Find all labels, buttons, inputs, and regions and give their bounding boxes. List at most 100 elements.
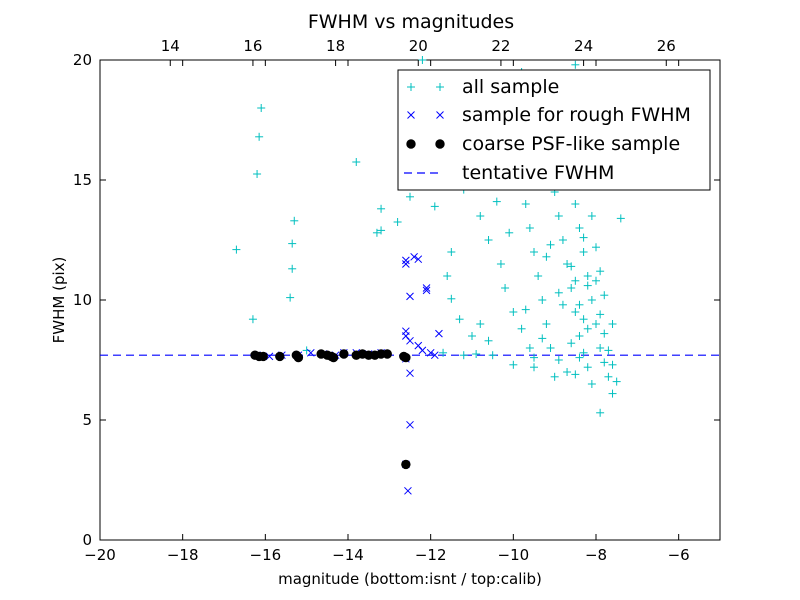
point-0-106 — [567, 339, 576, 348]
point-0-94 — [612, 377, 621, 386]
point-1-15 — [414, 255, 423, 264]
point-0-37 — [517, 324, 526, 333]
point-1-25 — [430, 351, 439, 360]
point-0-77 — [600, 358, 609, 367]
point-0-99 — [550, 372, 559, 381]
point-0-111 — [492, 197, 501, 206]
point-2-2 — [258, 351, 268, 362]
point-2-18 — [401, 352, 411, 363]
legend-label-0: all sample — [462, 76, 559, 98]
point-0-73 — [583, 272, 592, 280]
x-tick-label: −20 — [84, 546, 116, 564]
point-0-80 — [571, 60, 580, 69]
point-0-1 — [255, 132, 264, 141]
point-0-98 — [563, 368, 572, 376]
point-0-44 — [525, 224, 534, 232]
point-1-27 — [406, 369, 414, 378]
point-1-16 — [422, 284, 431, 292]
point-0-47 — [538, 296, 547, 304]
point-0-88 — [596, 267, 605, 276]
point-0-71 — [575, 224, 584, 232]
axis-ticks: −20 −18 −16 −14 −12 −10 −8 −6 0 5 10 15 20 14 16 18 20 22… — [73, 37, 720, 564]
series-2 — [250, 349, 411, 470]
point-0-4 — [248, 315, 257, 324]
point-0-89 — [600, 291, 609, 300]
point-0-7 — [288, 264, 297, 273]
point-0-87 — [592, 243, 600, 252]
point-0-110 — [505, 228, 514, 237]
point-0-117 — [567, 262, 576, 271]
point-0-19 — [447, 248, 456, 256]
point-1-13 — [406, 292, 414, 301]
x-tick-label: −18 — [167, 546, 199, 564]
top-x-tick-label: 22 — [491, 37, 510, 55]
point-0-109 — [521, 305, 530, 314]
point-0-11 — [372, 228, 381, 237]
point-1-28 — [406, 420, 414, 429]
legend-box — [397, 69, 711, 191]
point-0-102 — [558, 300, 567, 309]
legend-label-1: sample for rough FWHM — [462, 104, 691, 126]
point-0-103 — [542, 252, 551, 261]
point-0-72 — [579, 248, 588, 256]
x-tick-label: −12 — [415, 546, 447, 564]
point-0-36 — [509, 308, 518, 316]
chart-title: FWHM vs magnitudes — [308, 11, 514, 33]
point-0-6 — [288, 239, 297, 248]
y-axis-label: FWHM (pix) — [50, 257, 68, 344]
top-x-tick-label: 14 — [161, 37, 180, 55]
legend-marker-1 — [407, 111, 444, 119]
point-2-9 — [328, 352, 339, 363]
point-0-29 — [488, 351, 497, 360]
point-0-57 — [558, 236, 567, 244]
point-0-62 — [579, 348, 588, 357]
point-0-3 — [232, 245, 241, 254]
point-0-97 — [608, 320, 617, 328]
point-0-61 — [575, 332, 584, 340]
point-2-5 — [293, 352, 304, 363]
point-0-90 — [596, 310, 605, 319]
point-0-27 — [459, 351, 468, 360]
point-0-93 — [608, 360, 617, 369]
x-tick-label: −8 — [585, 546, 607, 564]
top-x-tick-label: 20 — [409, 37, 428, 55]
point-1-20 — [406, 336, 414, 345]
point-2-19 — [401, 459, 411, 470]
point-0-63 — [583, 363, 592, 372]
point-0-33 — [484, 236, 493, 244]
point-1-22 — [418, 346, 427, 355]
point-1-24 — [435, 329, 443, 338]
point-0-5 — [290, 216, 299, 225]
point-0-119 — [592, 276, 600, 285]
point-0-43 — [521, 200, 530, 208]
point-0-118 — [579, 233, 588, 242]
point-0-123 — [554, 288, 563, 297]
top-x-tick-label: 18 — [326, 37, 345, 55]
point-0-92 — [604, 346, 613, 355]
point-0-20 — [443, 272, 452, 280]
legend-label-3: tentative FWHM — [462, 162, 614, 184]
legend: all sample sample for rough FWHM coarse PS… — [397, 69, 711, 191]
y-tick-label: 5 — [82, 411, 92, 429]
point-0-9 — [302, 346, 311, 355]
point-0-58 — [563, 260, 572, 268]
point-0-91 — [600, 329, 609, 338]
point-0-8 — [286, 293, 295, 302]
x-tick-label: −16 — [250, 546, 282, 564]
point-0-116 — [575, 300, 584, 309]
point-0-95 — [596, 408, 605, 417]
point-0-15 — [406, 192, 414, 201]
point-1-4 — [306, 348, 315, 357]
point-0-39 — [530, 353, 538, 362]
point-0-76 — [596, 344, 605, 352]
point-0-120 — [583, 324, 592, 333]
point-1-29 — [404, 486, 412, 495]
x-tick-label: −6 — [668, 546, 690, 564]
point-0-22 — [455, 315, 464, 324]
point-1-23 — [426, 348, 435, 357]
point-0-75 — [592, 320, 600, 328]
x-tick-label: −14 — [332, 546, 364, 564]
point-0-35 — [501, 284, 510, 292]
point-0-124 — [546, 240, 555, 249]
point-2-16 — [382, 349, 392, 359]
